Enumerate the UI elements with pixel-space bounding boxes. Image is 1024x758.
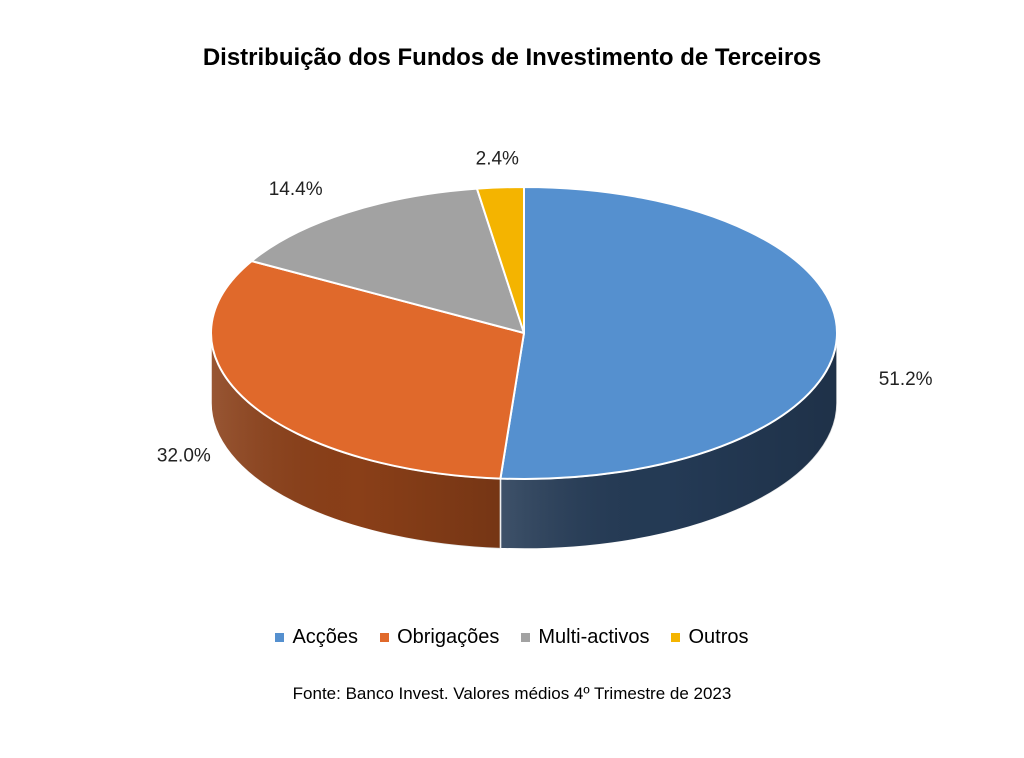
- legend-label: Multi-activos: [538, 626, 650, 648]
- legend: Acções Obrigações Multi-activos Outros: [0, 626, 1024, 649]
- source-note: Fonte: Banco Invest. Valores médios 4º T…: [292, 684, 732, 703]
- legend-swatch: [521, 633, 531, 642]
- pie-slice-outros: [475, 186, 525, 334]
- data-label-acções: 51.2%: [879, 369, 933, 390]
- legend-label: Acções: [292, 626, 359, 648]
- legend-swatch: [671, 633, 681, 642]
- pie-side-shade: [500, 333, 837, 549]
- legend-item-outros: Outros: [671, 626, 749, 649]
- pie-slice-multi-activos: [250, 187, 525, 334]
- pie-slice-obrigações: [210, 260, 525, 480]
- chart-title: Distribuição dos Fundos de Investimento …: [202, 44, 822, 71]
- legend-label: Outros: [688, 626, 749, 648]
- legend-swatch: [380, 633, 390, 642]
- pie-tops: [210, 186, 838, 480]
- data-label-obrigações: 32.0%: [157, 445, 211, 466]
- pie-sides: [210, 332, 838, 550]
- data-label-outros: 2.4%: [476, 149, 519, 170]
- data-label-multi-activos: 14.4%: [269, 179, 323, 200]
- pie-side-shade: [211, 333, 501, 549]
- legend-item-multi-activos: Multi-activos: [521, 626, 649, 649]
- pie-labels: 51.2% 32.0% 14.4% 2.4%: [157, 149, 933, 467]
- legend-label: Obrigações: [397, 626, 500, 648]
- legend-item-acções: Acções: [275, 626, 358, 649]
- legend-item-obrigações: Obrigações: [380, 626, 499, 649]
- pie-slice-acções: [499, 186, 838, 480]
- legend-swatch: [275, 633, 285, 642]
